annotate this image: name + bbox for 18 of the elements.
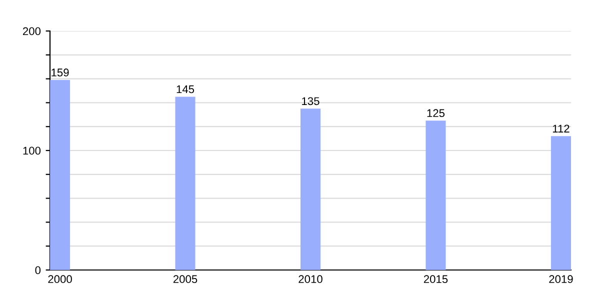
x-tick-label: 2010 [298, 275, 322, 284]
y-tick-label: 100 [23, 146, 41, 155]
x-tick-label: 2005 [173, 275, 198, 284]
data-label: 145 [176, 85, 194, 94]
x-tick-label: 2015 [424, 275, 448, 284]
bar [550, 136, 571, 270]
x-tick-label: 2019 [549, 275, 573, 284]
y-tick-label: 200 [22, 27, 41, 36]
bar [300, 108, 321, 270]
bar [50, 80, 70, 270]
bar [175, 96, 196, 270]
data-label: 112 [552, 124, 570, 132]
y-tick-label: 0 [35, 266, 41, 274]
x-tick-label: 2000 [48, 275, 72, 284]
data-label: 159 [52, 68, 69, 76]
data-label: 135 [302, 97, 320, 106]
data-label: 125 [427, 109, 445, 118]
bar [426, 120, 446, 270]
